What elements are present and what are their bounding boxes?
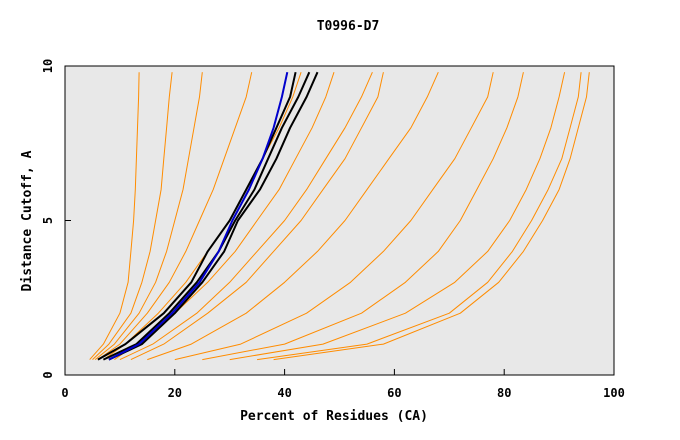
series-line-8 (147, 71, 439, 361)
x-tick-label-5: 100 (603, 386, 625, 400)
series-line-13 (202, 72, 524, 361)
y-axis-title: Distance Cutoff, A (20, 150, 35, 291)
x-tick-label-0: 0 (61, 386, 68, 400)
x-tick-label-3: 60 (387, 386, 401, 400)
y-tick-label-2: 10 (41, 59, 55, 73)
series-line-15 (97, 71, 297, 361)
series-layer (89, 71, 590, 361)
series-line-10 (229, 72, 566, 361)
y-tick-label-0: 0 (41, 371, 55, 378)
series-line-18 (108, 71, 289, 361)
y-ticks: 0 5 10 (41, 59, 71, 379)
series-line-11 (257, 72, 582, 361)
series-line-17 (108, 71, 319, 361)
x-ticks: 0 20 40 60 80 100 (61, 369, 625, 400)
series-line-7 (130, 72, 384, 361)
series-line-2 (92, 72, 173, 360)
series-line-4 (97, 72, 253, 361)
plot-background (65, 66, 614, 375)
x-axis-title: Percent of Residues (CA) (240, 409, 428, 424)
series-line-3 (94, 72, 203, 360)
series-line-12 (273, 72, 590, 361)
chart-title: T0996-D7 (317, 19, 380, 34)
series-line-1 (89, 72, 140, 360)
x-tick-label-2: 40 (277, 386, 291, 400)
series-line-9 (174, 72, 494, 361)
x-tick-label-4: 80 (497, 386, 511, 400)
x-tick-label-1: 20 (168, 386, 182, 400)
y-tick-label-1: 5 (41, 217, 55, 224)
series-line-16 (102, 71, 311, 361)
series-line-14 (119, 71, 373, 361)
